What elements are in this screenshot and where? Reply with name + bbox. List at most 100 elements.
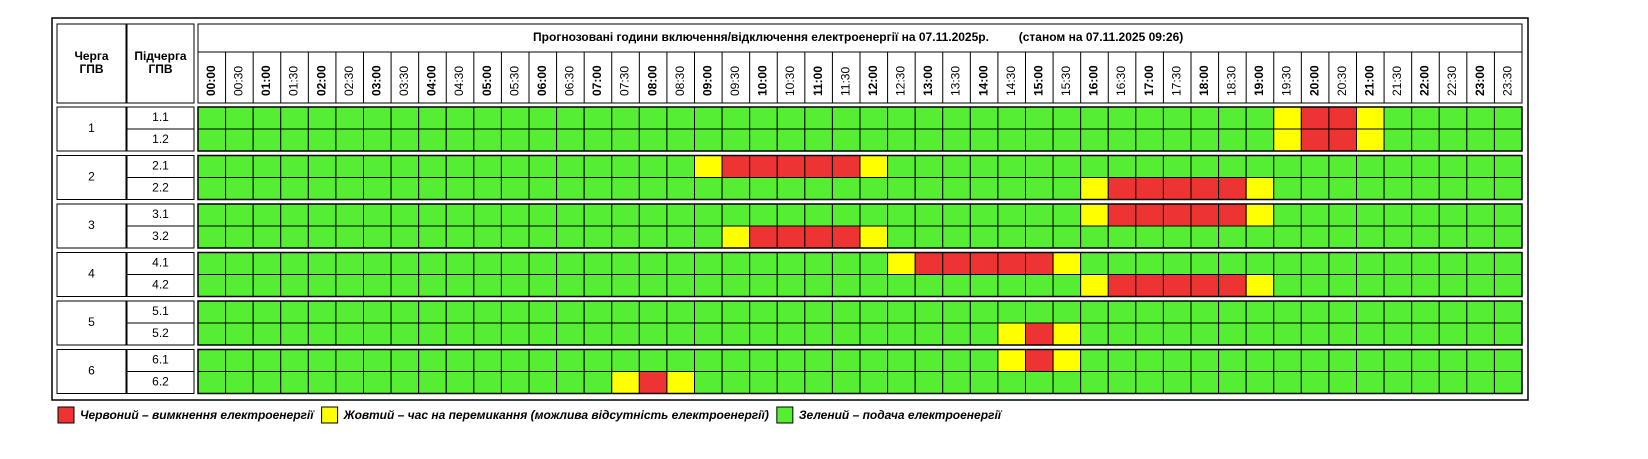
slot: [1052, 252, 1082, 275]
slot: [1411, 300, 1440, 324]
slot: [528, 225, 558, 249]
slot: [556, 322, 585, 346]
slot: [804, 300, 833, 324]
subqueue-label: 5.1: [152, 304, 169, 318]
legend-label: Зелений – подача електроенергії: [799, 408, 1003, 422]
slot: [363, 128, 392, 152]
slot: [859, 274, 889, 297]
slot: [942, 300, 971, 324]
slot: [445, 371, 475, 394]
slot: [1162, 225, 1192, 249]
slot: [1190, 322, 1220, 346]
slot: [1438, 128, 1468, 152]
slot: [666, 300, 696, 324]
slot: [418, 300, 447, 324]
slot: [776, 177, 806, 200]
slot: [1135, 225, 1164, 249]
slot: [1025, 274, 1054, 297]
slot: [1190, 349, 1220, 372]
slot: [831, 322, 861, 346]
time-label: 08:30: [673, 66, 687, 96]
time-label: 14:30: [1004, 66, 1018, 96]
slot: [942, 225, 971, 249]
slot: [363, 177, 392, 200]
slot: [1025, 155, 1054, 178]
time-label: 11:30: [838, 67, 852, 96]
slot: [500, 300, 530, 324]
slot: [445, 155, 475, 178]
slot: [418, 225, 447, 249]
slot: [1356, 322, 1385, 346]
slot: [1052, 203, 1082, 227]
slot: [1438, 252, 1468, 275]
slot: [197, 349, 227, 372]
slot: [1466, 300, 1495, 324]
slot: [942, 349, 971, 372]
slot: [1107, 274, 1137, 297]
slot: [528, 155, 558, 178]
slot: [1300, 300, 1330, 324]
slot: [749, 252, 778, 275]
slot: [1245, 225, 1275, 249]
slot: [914, 252, 944, 275]
slot: [197, 252, 227, 275]
slot: [969, 155, 999, 178]
slot: [1493, 252, 1523, 275]
time-label: 12:30: [894, 66, 908, 96]
slot: [252, 349, 282, 372]
slot: [694, 106, 723, 130]
slot: [556, 349, 585, 372]
slot: [307, 322, 337, 346]
slot: [1383, 106, 1413, 130]
cell-border: [56, 300, 127, 346]
slot: [1466, 106, 1495, 130]
slot: [1162, 106, 1192, 130]
slot: [197, 371, 227, 394]
slot: [1052, 128, 1082, 152]
slot: [638, 371, 668, 394]
slot: [445, 177, 475, 200]
slot: [528, 128, 558, 152]
slot: [1438, 322, 1468, 346]
slot: [1493, 177, 1523, 200]
time-label: 09:00: [700, 65, 714, 96]
slot: [914, 203, 944, 227]
slot: [1273, 106, 1302, 130]
slot: [1300, 128, 1330, 152]
slot: [1466, 177, 1495, 200]
slot: [1356, 106, 1385, 130]
time-label: 00:30: [232, 66, 246, 96]
slot: [1025, 322, 1054, 346]
subqueue-header: Підчерга: [134, 49, 187, 63]
slot: [528, 349, 558, 372]
slot: [1245, 300, 1275, 324]
slot: [776, 322, 806, 346]
slot: [225, 322, 254, 346]
time-label: 09:30: [728, 66, 742, 96]
outer-border: [51, 17, 1529, 401]
slot: [225, 225, 254, 249]
slot: [1356, 349, 1385, 372]
slot: [859, 322, 889, 346]
slot: [997, 225, 1027, 249]
slot: [1273, 252, 1302, 275]
slot: [1162, 155, 1192, 178]
slot: [997, 252, 1027, 275]
time-label: 04:30: [452, 66, 466, 96]
slot: [611, 252, 640, 275]
slot: [528, 322, 558, 346]
time-label: 23:00: [1473, 65, 1487, 96]
slot: [583, 300, 613, 324]
slot: [804, 155, 833, 178]
slot: [804, 106, 833, 130]
slot: [1300, 349, 1330, 372]
slot: [997, 274, 1027, 297]
slot: [997, 203, 1027, 227]
slot: [556, 274, 585, 297]
slot: [1493, 225, 1523, 249]
slot: [1135, 252, 1164, 275]
time-label: 01:00: [259, 65, 273, 96]
slot: [252, 128, 282, 152]
slot: [1245, 322, 1275, 346]
